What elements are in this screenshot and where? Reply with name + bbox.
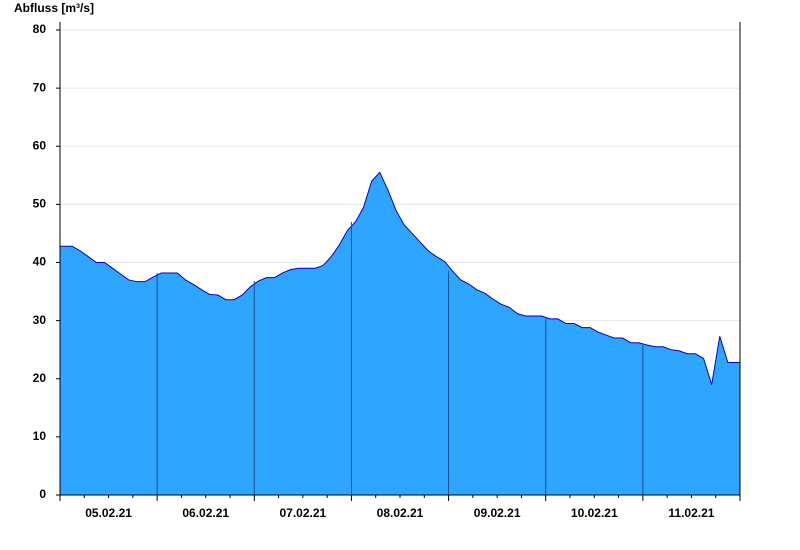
y-tick-label: 40	[33, 255, 47, 269]
y-tick-label: 70	[33, 80, 47, 94]
y-tick-label: 0	[39, 487, 46, 501]
y-tick-label: 60	[33, 138, 47, 152]
y-tick-label: 80	[33, 22, 47, 36]
y-tick-label: 10	[33, 429, 47, 443]
chart-title: Abfluss [m³/s]	[14, 1, 94, 15]
x-tick-label: 07.02.21	[279, 506, 326, 520]
x-tick-label: 06.02.21	[182, 506, 229, 520]
x-tick-label: 05.02.21	[85, 506, 132, 520]
x-tick-label: 11.02.21	[668, 506, 714, 520]
y-tick-label: 20	[33, 371, 47, 385]
area	[60, 172, 740, 495]
x-tick-label: 08.02.21	[377, 506, 424, 520]
y-tick-label: 30	[33, 313, 47, 327]
y-tick-label: 50	[33, 197, 47, 211]
x-tick-label: 09.02.21	[474, 506, 521, 520]
line	[59, 171, 741, 385]
x-tick-label: 10.02.21	[571, 506, 618, 520]
